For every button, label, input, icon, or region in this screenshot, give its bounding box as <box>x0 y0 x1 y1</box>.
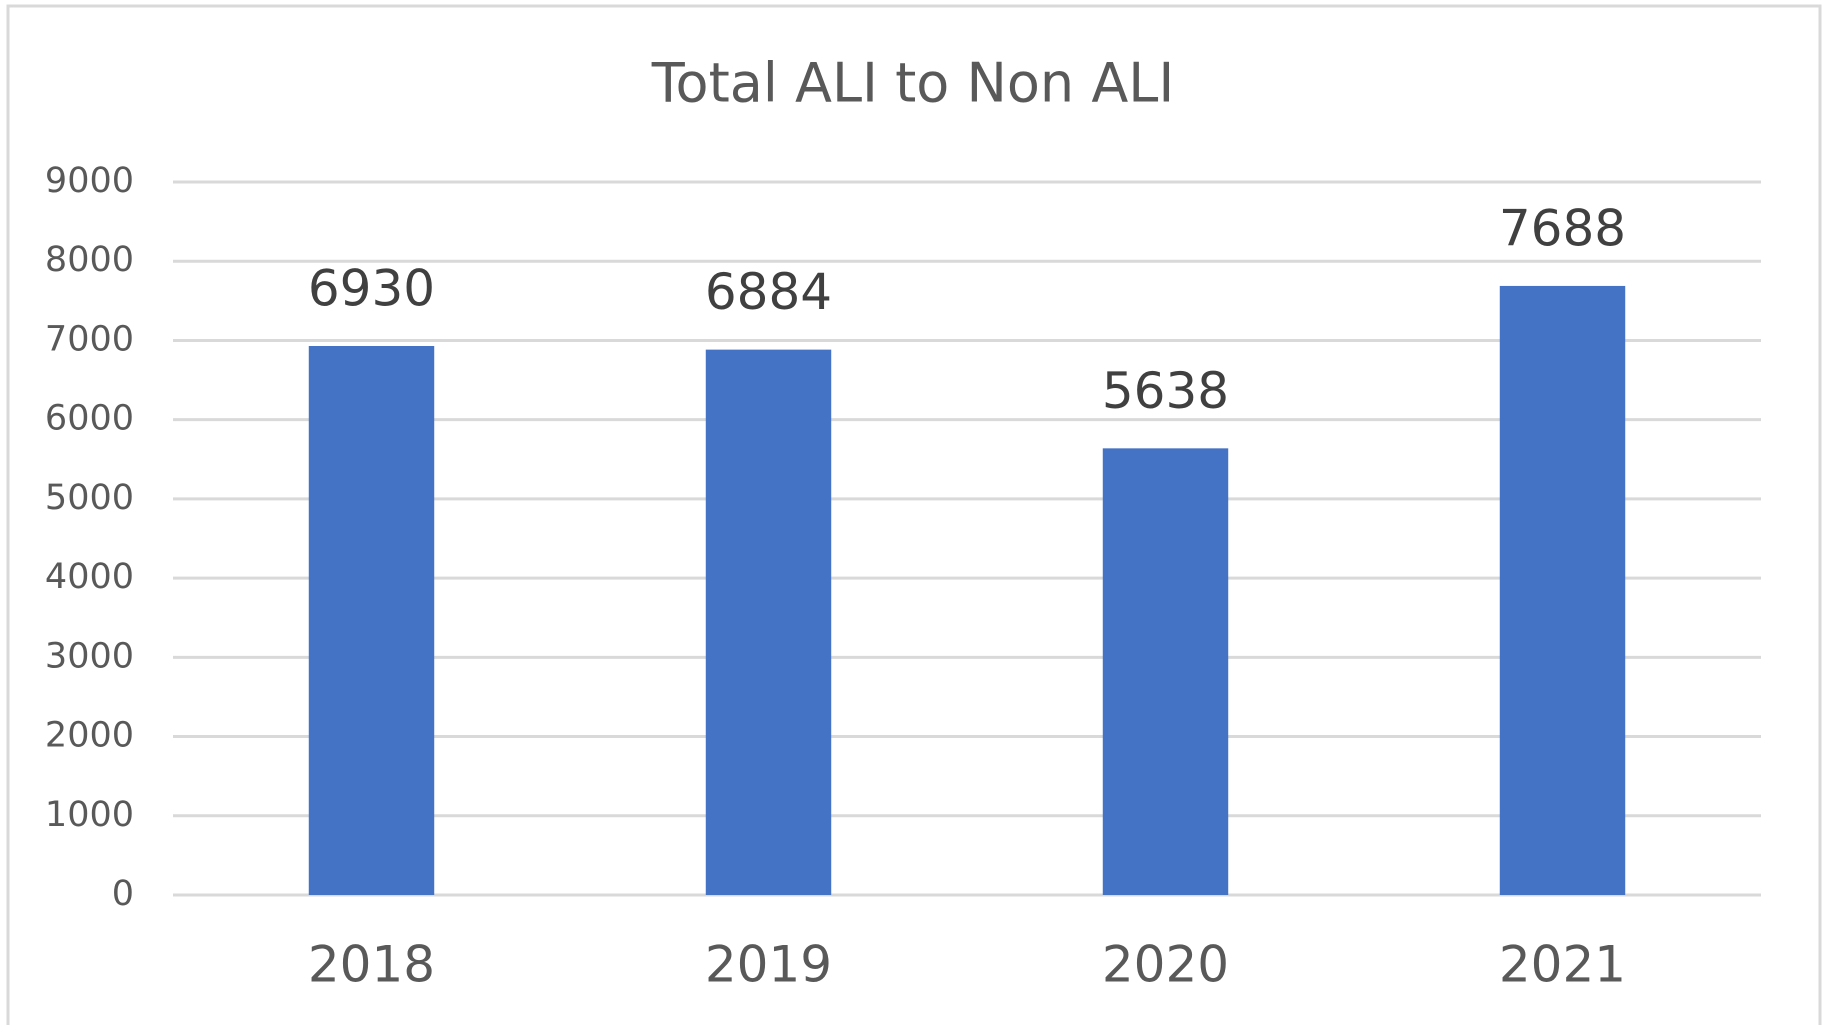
y-tick-label: 8000 <box>45 240 134 280</box>
y-tick-label: 1000 <box>45 795 134 835</box>
bar <box>705 349 832 895</box>
x-tick-label: 2018 <box>308 936 435 994</box>
y-tick-label: 3000 <box>45 636 134 676</box>
y-tick-label: 6000 <box>45 399 134 439</box>
x-tick-label: 2021 <box>1499 936 1626 994</box>
y-tick-label: 5000 <box>45 478 134 518</box>
y-tick-label: 0 <box>112 874 134 914</box>
y-tick-label: 4000 <box>45 557 134 597</box>
data-label: 7688 <box>1499 199 1626 257</box>
bar <box>1499 285 1626 895</box>
chart-title: Total ALI to Non ALI <box>651 52 1175 115</box>
data-label: 6884 <box>705 263 832 321</box>
y-tick-label: 2000 <box>45 716 134 756</box>
y-tick-label: 7000 <box>45 319 134 359</box>
bar <box>1102 448 1229 895</box>
x-tick-label: 2019 <box>705 936 832 994</box>
data-label: 6930 <box>308 259 435 317</box>
data-label: 5638 <box>1102 362 1229 420</box>
x-tick-label: 2020 <box>1102 936 1229 994</box>
y-tick-label: 9000 <box>45 161 134 201</box>
bar <box>308 345 435 895</box>
